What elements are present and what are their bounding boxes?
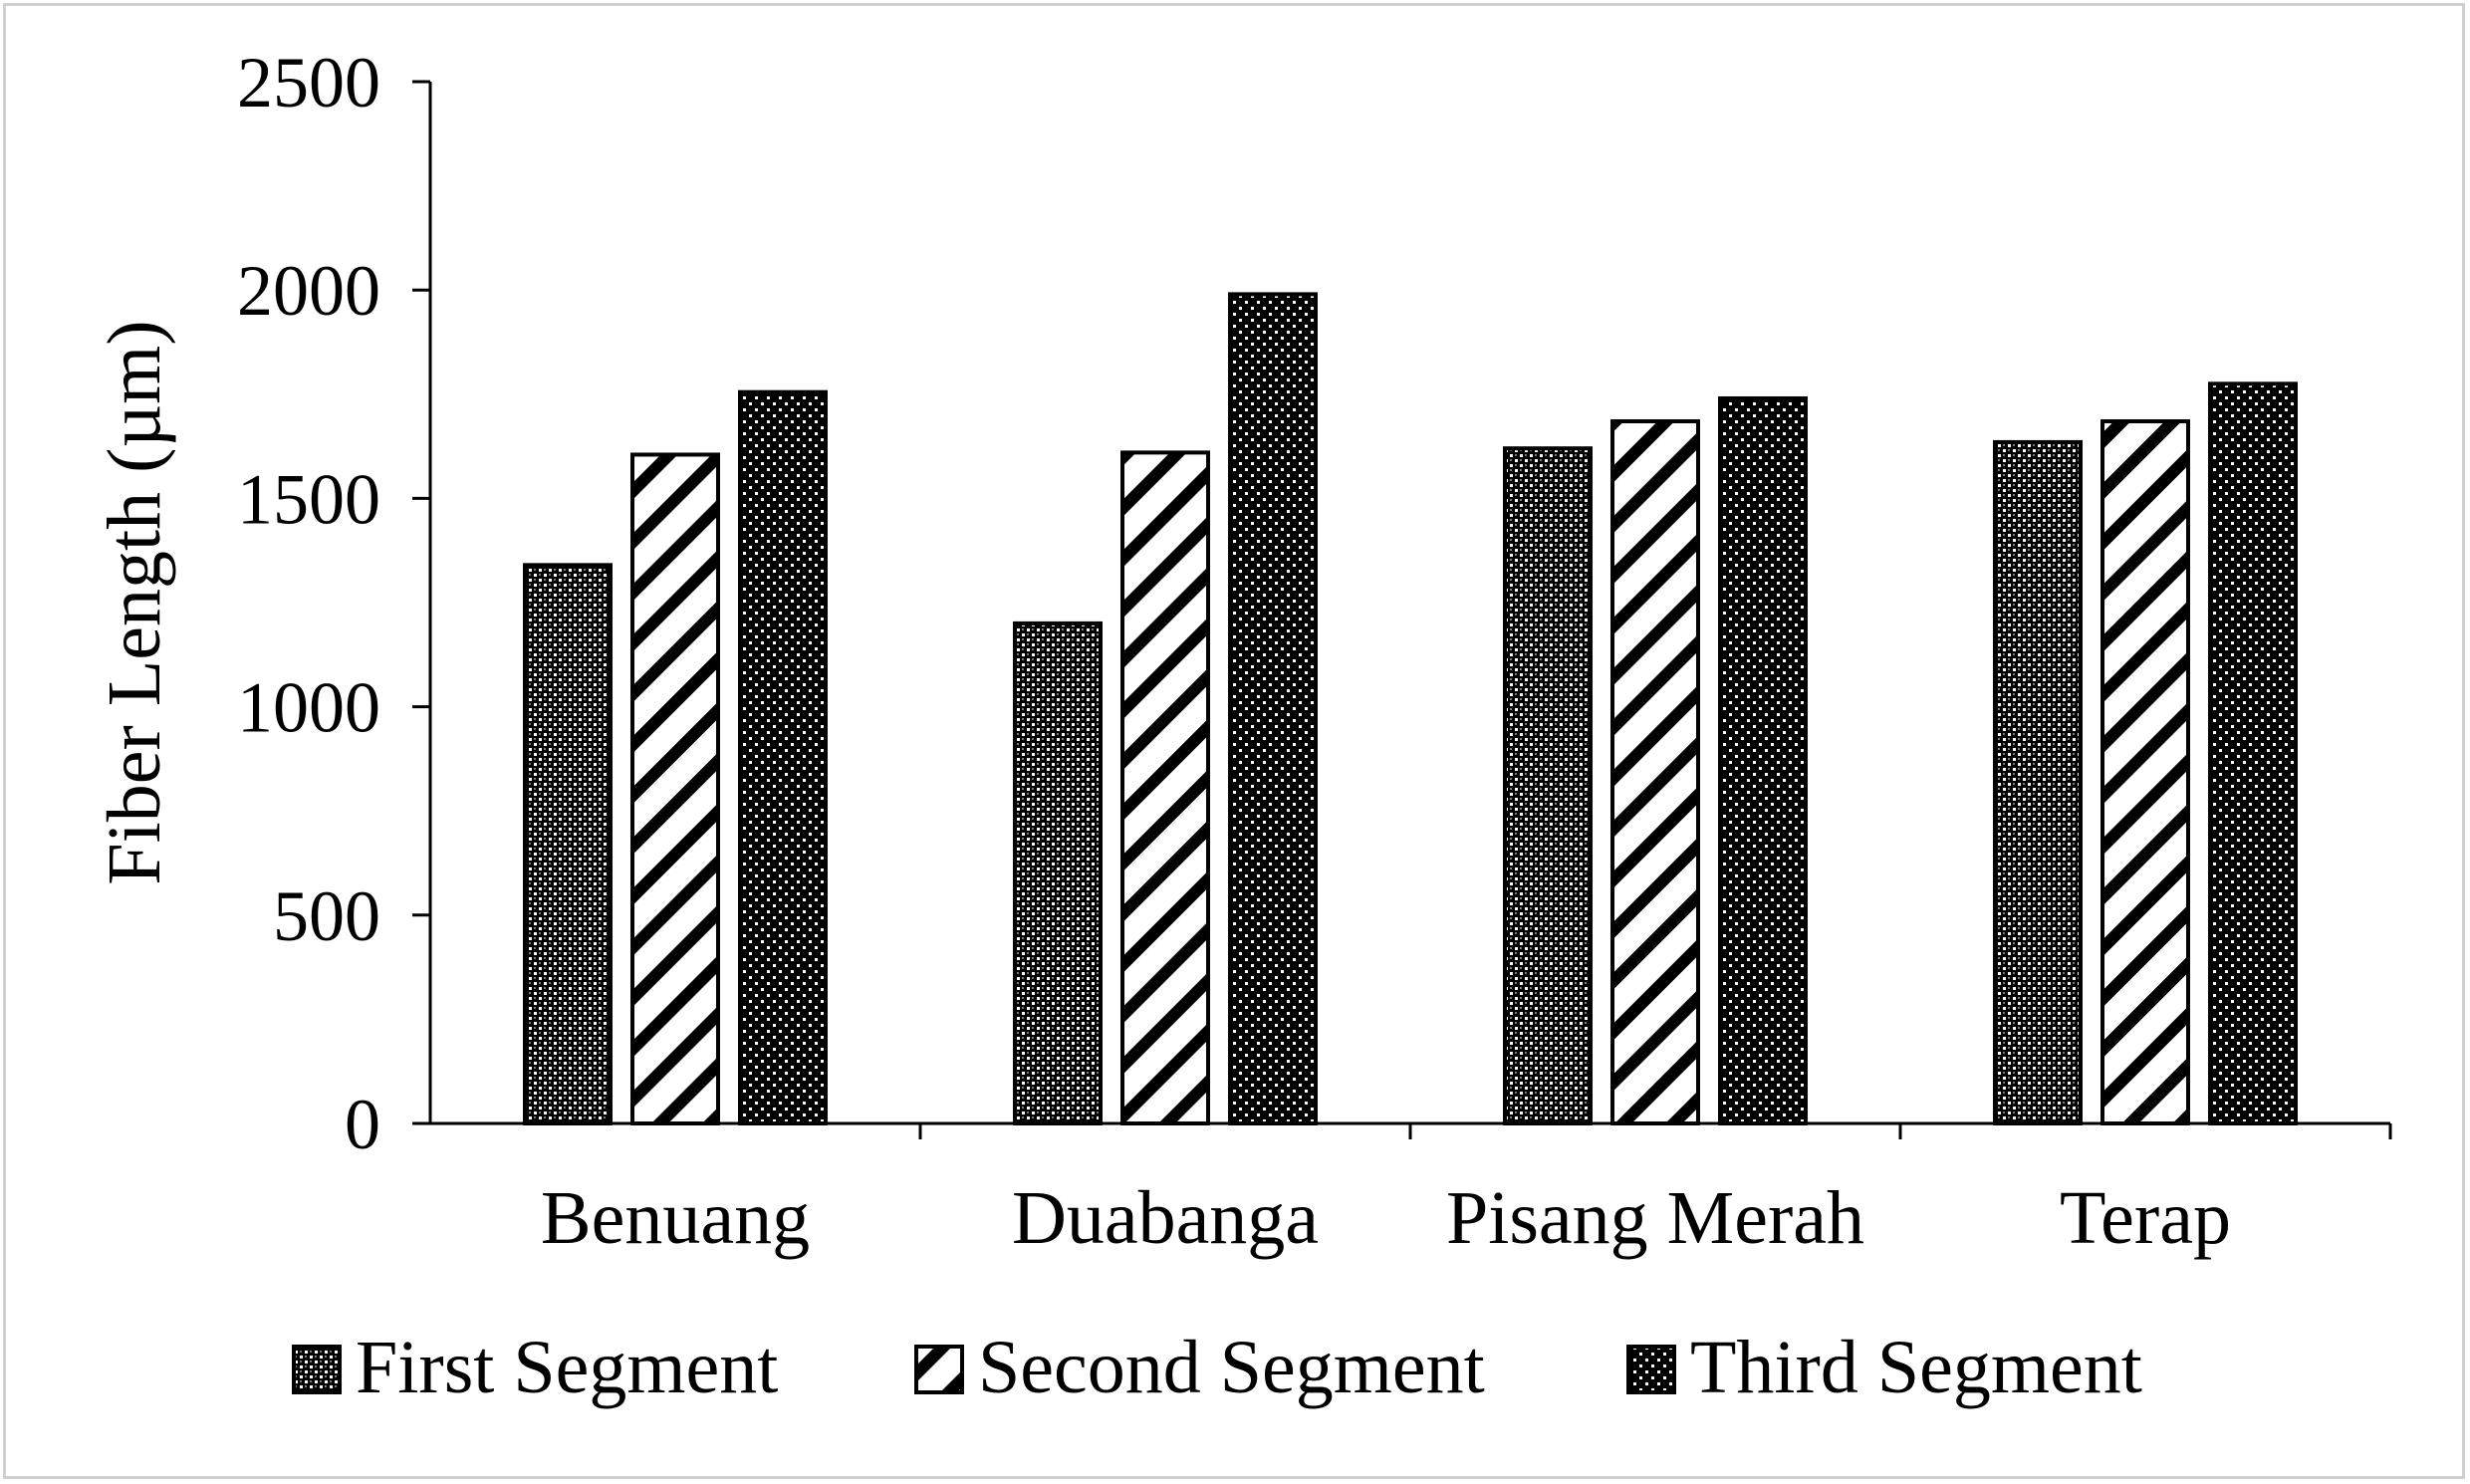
- legend-swatch: [1626, 1345, 1676, 1394]
- legend-label: First Segment: [356, 1326, 778, 1409]
- y-tick-label: 1500: [237, 459, 380, 539]
- legend-label: Second Segment: [978, 1326, 1485, 1409]
- y-axis-label-group: Fiber Length (µm): [93, 320, 176, 884]
- x-tick-label: Terap: [2060, 1176, 2231, 1260]
- legend: First Segment Second Segment Third Segment: [292, 1326, 2142, 1409]
- bar-crosshatch-0: [523, 563, 613, 1125]
- bar-dots-2: [1718, 395, 1808, 1125]
- bar-diagonal-stripes-3: [2100, 418, 2190, 1126]
- y-axis-ticks: 0 500 1000 1500 2000 2500: [237, 43, 2392, 1164]
- y-tick-label: 2500: [237, 43, 380, 123]
- legend-swatch: [292, 1345, 342, 1394]
- bar-crosshatch-3: [1993, 439, 2083, 1125]
- y-tick-label: 0: [345, 1085, 380, 1164]
- bars-group: [523, 292, 2298, 1126]
- x-tick-label: Duabanga: [1012, 1176, 1319, 1260]
- bar-crosshatch-1: [1013, 620, 1103, 1125]
- legend-swatch: [914, 1345, 964, 1394]
- bar-crosshatch-2: [1503, 446, 1593, 1125]
- axes-group: [428, 82, 2390, 1125]
- bar-diagonal-stripes-0: [630, 452, 720, 1125]
- bar-dots-3: [2208, 381, 2298, 1125]
- x-tick-label: Benuang: [541, 1176, 810, 1260]
- y-tick-label: 500: [273, 876, 380, 956]
- bar-diagonal-stripes-1: [1120, 450, 1210, 1126]
- y-tick-label: 1000: [237, 668, 380, 748]
- legend-label: Third Segment: [1690, 1326, 2142, 1409]
- bar-diagonal-stripes-2: [1610, 418, 1700, 1126]
- bar-dots-0: [738, 389, 828, 1125]
- y-axis-label: Fiber Length (µm): [93, 320, 176, 884]
- x-tick-label: Pisang Merah: [1446, 1176, 1864, 1260]
- x-axis-labels: Benuang Duabanga Pisang Merah Terap: [541, 1176, 2231, 1260]
- y-tick-label: 2000: [237, 251, 380, 331]
- bar-dots-1: [1228, 292, 1318, 1126]
